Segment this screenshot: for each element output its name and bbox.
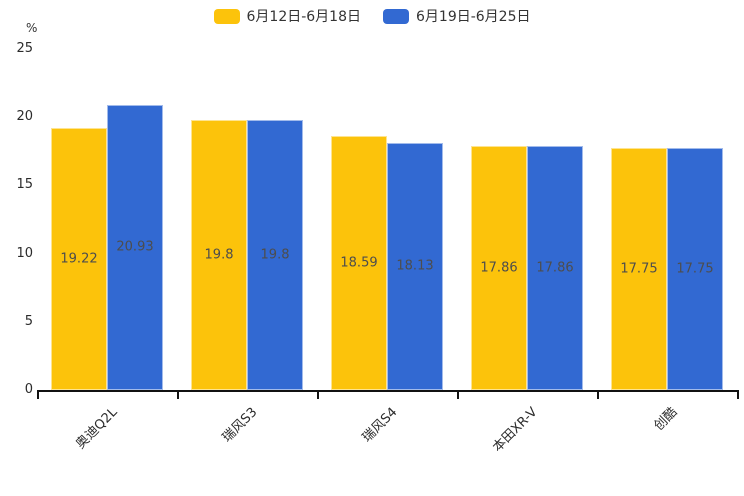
bar-value-label: 17.86 [480,260,518,276]
bar-value-label: 20.93 [116,239,154,255]
x-axis-tick [457,392,459,399]
x-category-label: 奥迪Q2L [73,404,121,453]
x-axis-tick [37,392,39,399]
bar-week2-0 [107,104,163,390]
y-tick-label: 0 [24,382,33,397]
y-tick-label: 15 [16,177,33,193]
bar-week2-2 [387,142,443,390]
x-axis-tick [177,392,179,399]
bar-week1-0 [51,127,107,390]
bar-week1-2 [331,136,387,390]
legend: 6月12日-6月18日 6月19日-6月25日 [0,6,744,26]
bar-week1-4 [611,147,667,390]
bar-value-label: 19.8 [260,247,290,263]
legend-item-week2[interactable]: 6月19日-6月25日 [383,6,531,26]
y-axis-unit-label: % [26,21,38,35]
bar-week2-4 [667,147,723,390]
legend-swatch-week2 [383,8,409,24]
bar-value-label: 18.13 [396,258,434,274]
bar-value-label: 19.8 [204,247,234,263]
y-tick-label: 20 [16,109,33,125]
x-axis-tick [317,392,319,399]
bar-week1-1 [191,119,247,390]
x-category-label: 本田XR-V [490,404,541,456]
x-category-label: 瑞风S4 [359,404,401,446]
bar-week2-1 [247,119,303,390]
legend-swatch-week1 [213,8,240,24]
x-axis-tick [737,392,739,399]
x-axis-tick [597,392,599,399]
legend-label-week2: 6月19日-6月25日 [416,9,531,25]
bar-value-label: 19.22 [60,251,98,267]
bar-value-label: 18.59 [340,255,378,271]
x-axis-line [37,390,739,392]
bar-value-label: 17.75 [620,261,658,277]
y-tick-label: 5 [24,313,33,329]
bar-value-label: 17.75 [676,261,714,277]
y-tick-label: 25 [16,41,33,56]
y-tick-label: 10 [16,245,33,261]
bar-value-label: 17.86 [536,260,574,276]
x-category-label: 创酷 [651,404,681,434]
legend-label-week1: 6月12日-6月18日 [246,9,362,25]
legend-item-week1[interactable]: 6月12日-6月18日 [213,6,362,26]
bar-week1-3 [471,146,527,390]
x-category-label: 瑞风S3 [219,404,261,446]
bar-week2-3 [527,146,583,390]
